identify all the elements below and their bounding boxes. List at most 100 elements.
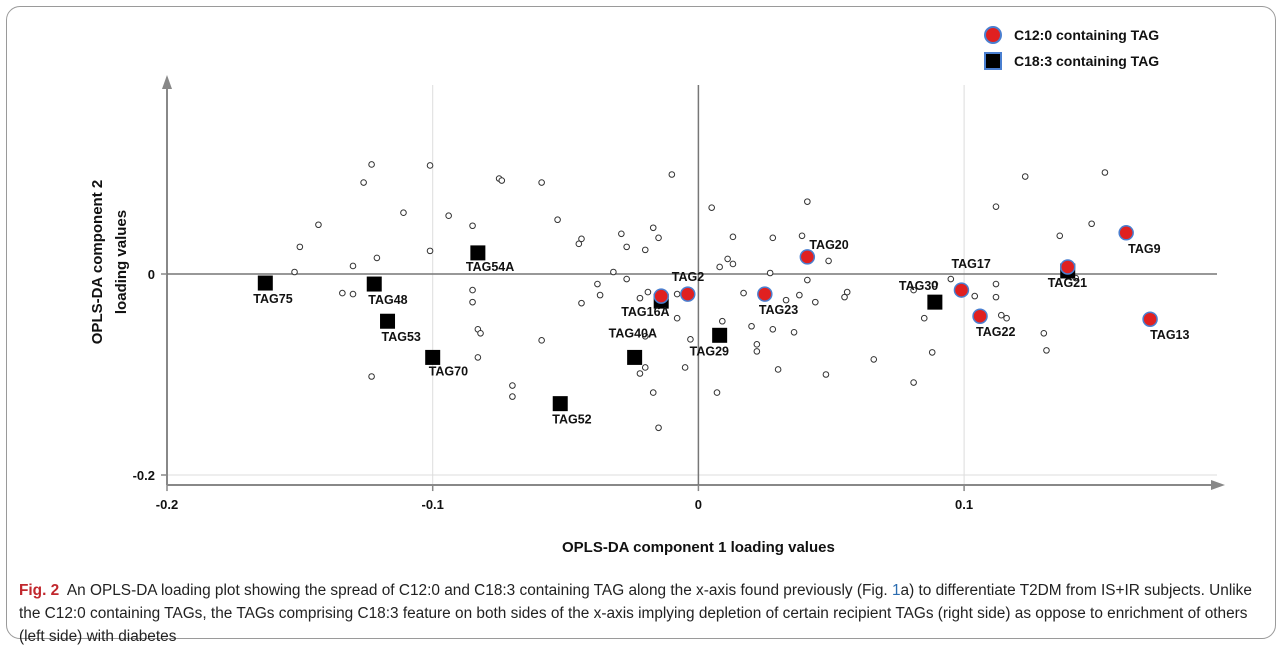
scatter-point <box>774 366 782 373</box>
scatter-point <box>641 246 649 254</box>
scatter-point <box>477 329 484 337</box>
scatter-point <box>769 325 777 333</box>
point-label-tag29: TAG29 <box>690 344 729 358</box>
scatter-point <box>623 243 630 251</box>
c12-marker-tag20 <box>799 249 816 265</box>
scatter-point <box>1101 169 1109 176</box>
scatter-point <box>610 268 617 276</box>
scatter-point <box>740 289 747 297</box>
scatter-point <box>928 349 936 356</box>
scatter-point <box>931 280 939 288</box>
scatter-point <box>469 286 476 294</box>
scatter-point <box>910 379 917 386</box>
point-label-tag52: TAG52 <box>552 413 591 427</box>
c18-marker-tag40a <box>627 349 643 365</box>
scatter-point <box>992 203 1000 210</box>
scatter-point <box>790 328 798 336</box>
scatter-point <box>509 393 516 400</box>
scatter-point <box>655 424 662 432</box>
scatter-point <box>992 280 1000 288</box>
point-label-tag2: TAG2 <box>672 270 704 284</box>
point-label-tag22: TAG22 <box>976 325 1015 339</box>
scatter-point <box>668 171 676 178</box>
scatter-point <box>687 336 694 343</box>
scatter-point <box>636 370 644 377</box>
c18-marker-tag53 <box>380 313 396 329</box>
point-label-tag54a: TAG54A <box>466 260 514 274</box>
scatter-point <box>596 291 604 299</box>
scatter-point <box>729 260 737 268</box>
scatter-point <box>469 222 476 230</box>
scatter-point <box>474 354 482 361</box>
scatter-point <box>641 333 649 340</box>
point-label-tag53: TAG53 <box>382 330 421 344</box>
scatter-point <box>1056 232 1064 240</box>
scatter-point <box>920 314 928 322</box>
scatter-point <box>673 314 681 322</box>
scatter-point <box>578 299 585 307</box>
scatter-point <box>870 356 878 363</box>
point-label-tag30: TAG30 <box>899 279 938 293</box>
scatter-point <box>753 341 761 348</box>
scatter-point <box>644 288 652 296</box>
caption-figure-reference-link[interactable]: 1 <box>891 582 901 599</box>
point-label-tag9: TAG9 <box>1128 242 1160 256</box>
scatter-point <box>575 240 583 248</box>
scatter-point <box>538 337 545 344</box>
scatter-point <box>649 389 657 396</box>
scatter-point <box>1088 220 1095 228</box>
y-axis-title-line: loading values <box>113 210 130 314</box>
c12-marker-tag13 <box>1142 311 1158 327</box>
y-tick-label: -0.2 <box>133 468 155 483</box>
x-tick-label: 0.1 <box>955 497 973 512</box>
figure-frame: C12:0 containing TAG C18:3 containing TA… <box>6 6 1276 645</box>
loading-plot: -0.2 -0.1 0 0.1 0 -0.2 OPLS-DA component 1 loa… <box>89 75 1225 556</box>
y-axis-title-line: OPLS-DA component 2 <box>89 180 106 344</box>
scatter-point <box>992 293 1000 301</box>
c12-marker-tag2 <box>680 286 696 302</box>
scatter-point <box>426 162 434 169</box>
legend-item-c18: C18:3 containing TAG <box>982 49 1159 73</box>
caption-text-before-ref: An OPLS-DA loading plot showing the spre… <box>66 582 892 599</box>
x-axis-title: OPLS-DA component 1 loading values <box>562 539 835 556</box>
scatter-point <box>368 373 375 380</box>
scatter-point <box>798 232 806 240</box>
c18-marker-tag75 <box>257 275 273 291</box>
scatter-point <box>636 294 644 302</box>
c12-marker-tag21 <box>1059 259 1076 275</box>
scatter-point <box>812 298 819 306</box>
c18-marker-tag70 <box>425 349 441 365</box>
scatter-point <box>349 290 357 298</box>
point-label-tag17: TAG17 <box>951 257 990 271</box>
scatter-point <box>681 364 689 371</box>
point-label-tag40a: TAG40A <box>609 326 657 340</box>
scatter-point <box>578 235 585 243</box>
c18-marker-tag30 <box>927 294 943 310</box>
c18-marker-tag54a <box>470 245 486 261</box>
scatter-point <box>315 221 322 229</box>
point-label-tag20: TAG20 <box>809 238 848 252</box>
y-axis-arrow <box>162 75 172 89</box>
scatter-point <box>769 234 777 242</box>
scatter-point <box>655 234 662 242</box>
c12-marker-tag17 <box>953 282 970 298</box>
scatter-point <box>673 290 681 298</box>
x-tick-label: -0.1 <box>421 497 443 512</box>
scatter-point <box>804 276 811 284</box>
x-tick-label: -0.2 <box>156 497 178 512</box>
point-label-tag21: TAG21 <box>1048 276 1087 290</box>
scatter-point <box>713 389 721 396</box>
scatter-point <box>729 233 737 241</box>
c12-marker-tag23 <box>757 286 773 302</box>
scatter-point <box>509 382 516 389</box>
y-tick-label: 0 <box>148 267 155 282</box>
scatter-point <box>825 257 832 265</box>
c18-marker-tag48 <box>366 276 382 292</box>
caption-figure-label: Fig. 2 <box>19 582 60 599</box>
c18-marker-tag29 <box>712 327 728 343</box>
scatter-point <box>368 161 375 168</box>
scatter-point <box>360 179 367 186</box>
scatter-point <box>445 212 452 220</box>
scatter-point <box>766 269 774 277</box>
caption-text-after-ref: ) to differentiate T2DM from IS+IR subje… <box>19 582 1252 645</box>
